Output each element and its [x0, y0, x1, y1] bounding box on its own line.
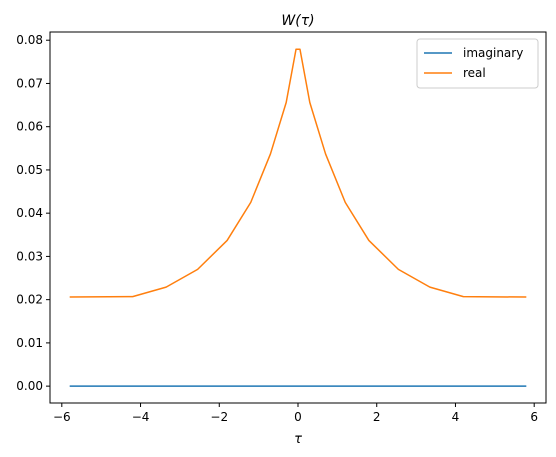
y-tick-label: 0.07: [16, 76, 43, 90]
series-line-real: [69, 48, 527, 298]
x-axis-label: τ: [294, 432, 302, 447]
plot-area: [69, 48, 527, 387]
y-tick-label: 0.06: [16, 120, 43, 134]
x-axis: −6 −4 −2 0 2 4 6: [53, 403, 538, 424]
chart-title: W(τ): [281, 13, 314, 29]
x-tick-label: 2: [373, 410, 381, 424]
x-tick-label: −6: [53, 410, 71, 424]
x-tick-label: −2: [210, 410, 228, 424]
legend-label-imaginary: imaginary: [463, 46, 523, 60]
y-tick-label: 0.03: [16, 249, 43, 263]
y-tick-label: 0.01: [16, 336, 43, 350]
y-tick-label: 0.00: [16, 379, 43, 393]
y-tick-label: 0.05: [16, 163, 43, 177]
legend: imaginary real: [416, 38, 539, 89]
x-tick-label: 4: [452, 410, 460, 424]
legend-label-real: real: [463, 66, 486, 80]
x-tick-label: 0: [294, 410, 302, 424]
x-tick-label: 6: [530, 410, 538, 424]
x-tick-label: −4: [132, 410, 150, 424]
y-tick-label: 0.08: [16, 33, 43, 47]
y-axis: 0.00 0.01 0.02 0.03 0.04 0.05 0.06 0.07 0.08: [16, 33, 50, 393]
y-tick-label: 0.02: [16, 293, 43, 307]
plot-frame: [49, 31, 547, 404]
legend-box: [416, 38, 539, 89]
y-tick-label: 0.04: [16, 206, 43, 220]
